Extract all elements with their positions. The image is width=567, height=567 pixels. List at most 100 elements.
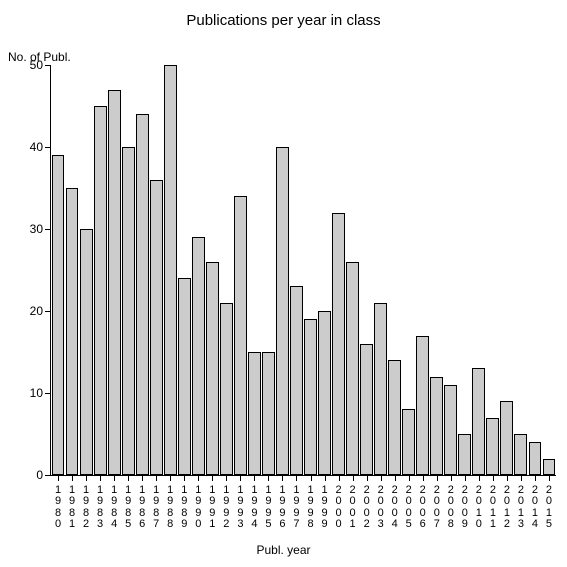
bar — [206, 262, 219, 475]
x-tick-label: 2002 — [363, 485, 371, 531]
x-axis-label: Publ. year — [0, 543, 567, 557]
bar — [529, 442, 542, 475]
x-tick — [465, 475, 466, 481]
bar — [332, 213, 345, 475]
bar — [514, 434, 527, 475]
bar — [360, 344, 373, 475]
x-tick-label: 1993 — [236, 485, 244, 531]
bar — [94, 106, 107, 475]
x-tick — [240, 475, 241, 481]
bar — [374, 303, 387, 475]
x-tick — [72, 475, 73, 481]
bar — [402, 409, 415, 475]
x-tick-label: 2011 — [489, 485, 497, 531]
x-tick — [437, 475, 438, 481]
x-tick — [451, 475, 452, 481]
bar — [318, 311, 331, 475]
bar — [164, 65, 177, 475]
x-tick — [381, 475, 382, 481]
x-tick — [226, 475, 227, 481]
x-tick-label: 1990 — [194, 485, 202, 531]
y-tick-label: 30 — [17, 222, 43, 236]
x-tick — [507, 475, 508, 481]
x-tick — [549, 475, 550, 481]
bar — [416, 336, 429, 475]
x-tick-label: 1988 — [166, 485, 174, 531]
x-tick-label: 1994 — [250, 485, 258, 531]
x-tick-label: 2008 — [447, 485, 455, 531]
y-tick — [45, 311, 51, 312]
bar — [543, 459, 556, 475]
bar — [192, 237, 205, 475]
bar — [430, 377, 443, 475]
x-tick — [479, 475, 480, 481]
y-tick — [45, 147, 51, 148]
x-tick — [198, 475, 199, 481]
bar — [388, 360, 401, 475]
x-tick-label: 2010 — [475, 485, 483, 531]
x-tick — [86, 475, 87, 481]
bar — [80, 229, 93, 475]
bar — [262, 352, 275, 475]
x-tick — [282, 475, 283, 481]
x-tick — [142, 475, 143, 481]
x-tick-label: 1987 — [152, 485, 160, 531]
y-tick-label: 50 — [17, 58, 43, 72]
bar — [500, 401, 513, 475]
bar — [472, 368, 485, 475]
x-tick — [184, 475, 185, 481]
x-tick — [311, 475, 312, 481]
x-tick-label: 1997 — [292, 485, 300, 531]
bar — [220, 303, 233, 475]
x-tick-label: 1983 — [96, 485, 104, 531]
x-tick — [339, 475, 340, 481]
y-tick — [45, 65, 51, 66]
x-tick — [268, 475, 269, 481]
x-tick — [353, 475, 354, 481]
chart-title: Publications per year in class — [0, 12, 567, 29]
x-tick-label: 2005 — [405, 485, 413, 531]
x-tick — [409, 475, 410, 481]
bar — [136, 114, 149, 475]
x-tick-label: 2000 — [335, 485, 343, 531]
x-tick-label: 2003 — [377, 485, 385, 531]
x-tick-label: 1998 — [307, 485, 315, 531]
x-tick-label: 2004 — [391, 485, 399, 531]
x-tick — [521, 475, 522, 481]
bar — [234, 196, 247, 475]
x-tick-label: 2007 — [433, 485, 441, 531]
x-tick-label: 2015 — [545, 485, 553, 531]
x-tick-label: 1980 — [54, 485, 62, 531]
bar — [178, 278, 191, 475]
x-tick-label: 2014 — [531, 485, 539, 531]
x-tick-label: 2001 — [349, 485, 357, 531]
x-tick — [423, 475, 424, 481]
bar — [248, 352, 261, 475]
bar — [122, 147, 135, 475]
y-tick-label: 10 — [17, 386, 43, 400]
bar — [444, 385, 457, 475]
x-tick-label: 1996 — [278, 485, 286, 531]
x-tick — [170, 475, 171, 481]
x-tick-label: 1981 — [68, 485, 76, 531]
x-tick — [156, 475, 157, 481]
x-tick — [535, 475, 536, 481]
x-tick — [128, 475, 129, 481]
y-tick-label: 0 — [17, 468, 43, 482]
y-tick — [45, 393, 51, 394]
bar — [346, 262, 359, 475]
bar — [150, 180, 163, 475]
bar — [458, 434, 471, 475]
plot-area: 0102030405019801981198219831984198519861… — [50, 65, 556, 476]
x-tick — [212, 475, 213, 481]
bar — [290, 286, 303, 475]
x-tick — [100, 475, 101, 481]
y-tick — [45, 475, 51, 476]
x-tick-label: 1989 — [180, 485, 188, 531]
x-tick-label: 1992 — [222, 485, 230, 531]
x-tick-label: 1991 — [208, 485, 216, 531]
y-tick-label: 40 — [17, 140, 43, 154]
x-tick — [493, 475, 494, 481]
x-tick-label: 2012 — [503, 485, 511, 531]
x-tick-label: 2009 — [461, 485, 469, 531]
